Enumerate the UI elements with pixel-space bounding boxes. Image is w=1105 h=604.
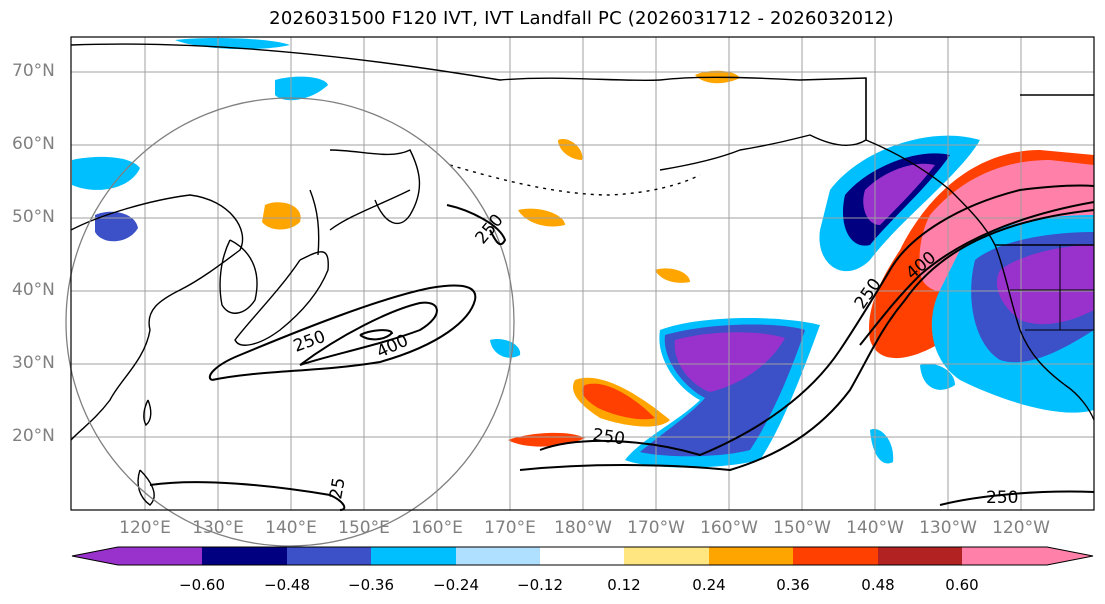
map-frame	[70, 36, 1095, 511]
negative-small-f	[920, 363, 955, 390]
colorbar-segment	[371, 547, 456, 565]
korea-coast	[219, 239, 258, 314]
lat-label: 60°N	[12, 134, 55, 154]
colorbar-tick: 0.60	[945, 576, 979, 594]
lon-label: 170°W	[627, 518, 685, 538]
colorbar-tick: 0.36	[776, 576, 810, 594]
colorbar-segment	[624, 547, 709, 565]
colorbar-segment	[793, 547, 878, 565]
contour-400-east	[859, 201, 1095, 346]
colorbar-extend-max	[1047, 547, 1093, 565]
contour-250-se	[939, 490, 1095, 506]
colorbar-segment	[962, 547, 1047, 565]
contour-400-west	[299, 301, 438, 366]
colorbar-tick: −0.12	[517, 576, 563, 594]
contour-label: 250	[986, 488, 1018, 508]
siberia-coast	[70, 43, 661, 82]
negative-small-a	[95, 211, 138, 242]
positive-small-d	[558, 139, 583, 160]
lon-label: 150°E	[338, 518, 390, 538]
ivt-fill-layer	[72, 37, 1094, 468]
lon-label: 160°W	[700, 518, 758, 538]
lon-label: 140°W	[846, 518, 904, 538]
canada-border	[865, 78, 1094, 246]
colorbar-segment	[456, 547, 540, 565]
lat-label: 20°N	[12, 426, 55, 446]
philippines	[137, 469, 155, 506]
contour-400-core	[359, 329, 394, 341]
alaska-coast	[659, 76, 867, 171]
us-state-lines	[1010, 245, 1094, 331]
colorbar-tick: −0.60	[179, 576, 225, 594]
negative-central-core	[674, 332, 785, 392]
lat-label: 40°N	[12, 280, 55, 300]
graticule	[71, 37, 1094, 510]
lon-label: 120°W	[992, 518, 1050, 538]
colorbar-tick: −0.36	[348, 576, 394, 594]
colorbar-segment	[709, 547, 793, 565]
taiwan	[143, 399, 152, 427]
colorbar-tick: 0.48	[861, 576, 895, 594]
colorbar-segments	[72, 547, 1093, 565]
negative-small-e	[870, 429, 894, 464]
colorbar-extend-min	[72, 547, 118, 565]
colorbar-segment	[878, 547, 962, 565]
colorbar-tick: 0.12	[607, 576, 641, 594]
lon-label: 130°E	[192, 518, 244, 538]
colorbar-segment	[118, 547, 202, 565]
colorbar-segment	[202, 547, 287, 565]
canada-coast	[865, 139, 996, 246]
sakhalin-kuril	[309, 189, 411, 256]
asia-coast	[70, 194, 244, 441]
lon-label: 150°W	[773, 518, 831, 538]
contour-250-south	[519, 209, 1095, 472]
positive-small-f	[655, 268, 690, 283]
distance-circle	[65, 97, 515, 547]
contour-250-kamchatka	[446, 204, 507, 246]
coastlines	[70, 43, 1095, 506]
negative-small-b	[72, 156, 140, 190]
contour-label: 250	[591, 425, 626, 449]
lon-label: 130°W	[919, 518, 977, 538]
positive-subtropical-core	[582, 383, 655, 420]
colorbar-segment	[540, 547, 624, 565]
lon-label: 120°E	[119, 518, 171, 538]
contour-250-subtropical	[539, 184, 1095, 457]
figure-title: 2026031500 F120 IVT, IVT Landfall PC (20…	[269, 8, 894, 29]
kamchatka-coast	[329, 149, 421, 225]
colorbar-tick: 0.24	[692, 576, 726, 594]
contour-250-west	[208, 284, 477, 381]
ivt-contours	[149, 184, 1095, 511]
lat-label: 50°N	[12, 207, 55, 227]
japan-coast	[234, 251, 329, 346]
contour-label: 25	[326, 476, 349, 501]
lon-label: 180°W	[554, 518, 612, 538]
negative-small-c	[275, 76, 328, 101]
colorbar-segment	[287, 547, 371, 565]
lat-label: 30°N	[12, 353, 55, 373]
colorbar-outline	[71, 546, 1094, 566]
lat-label: 70°N	[12, 61, 55, 81]
lon-label: 170°E	[484, 518, 536, 538]
lon-label: 140°E	[265, 518, 317, 538]
contour-250-sw	[149, 481, 346, 511]
us-west-coast	[994, 244, 1095, 421]
colorbar-tick: −0.24	[433, 576, 479, 594]
lon-label: 160°E	[411, 518, 463, 538]
colorbar-tick: −0.48	[264, 576, 310, 594]
negative-goa-core	[863, 163, 935, 225]
